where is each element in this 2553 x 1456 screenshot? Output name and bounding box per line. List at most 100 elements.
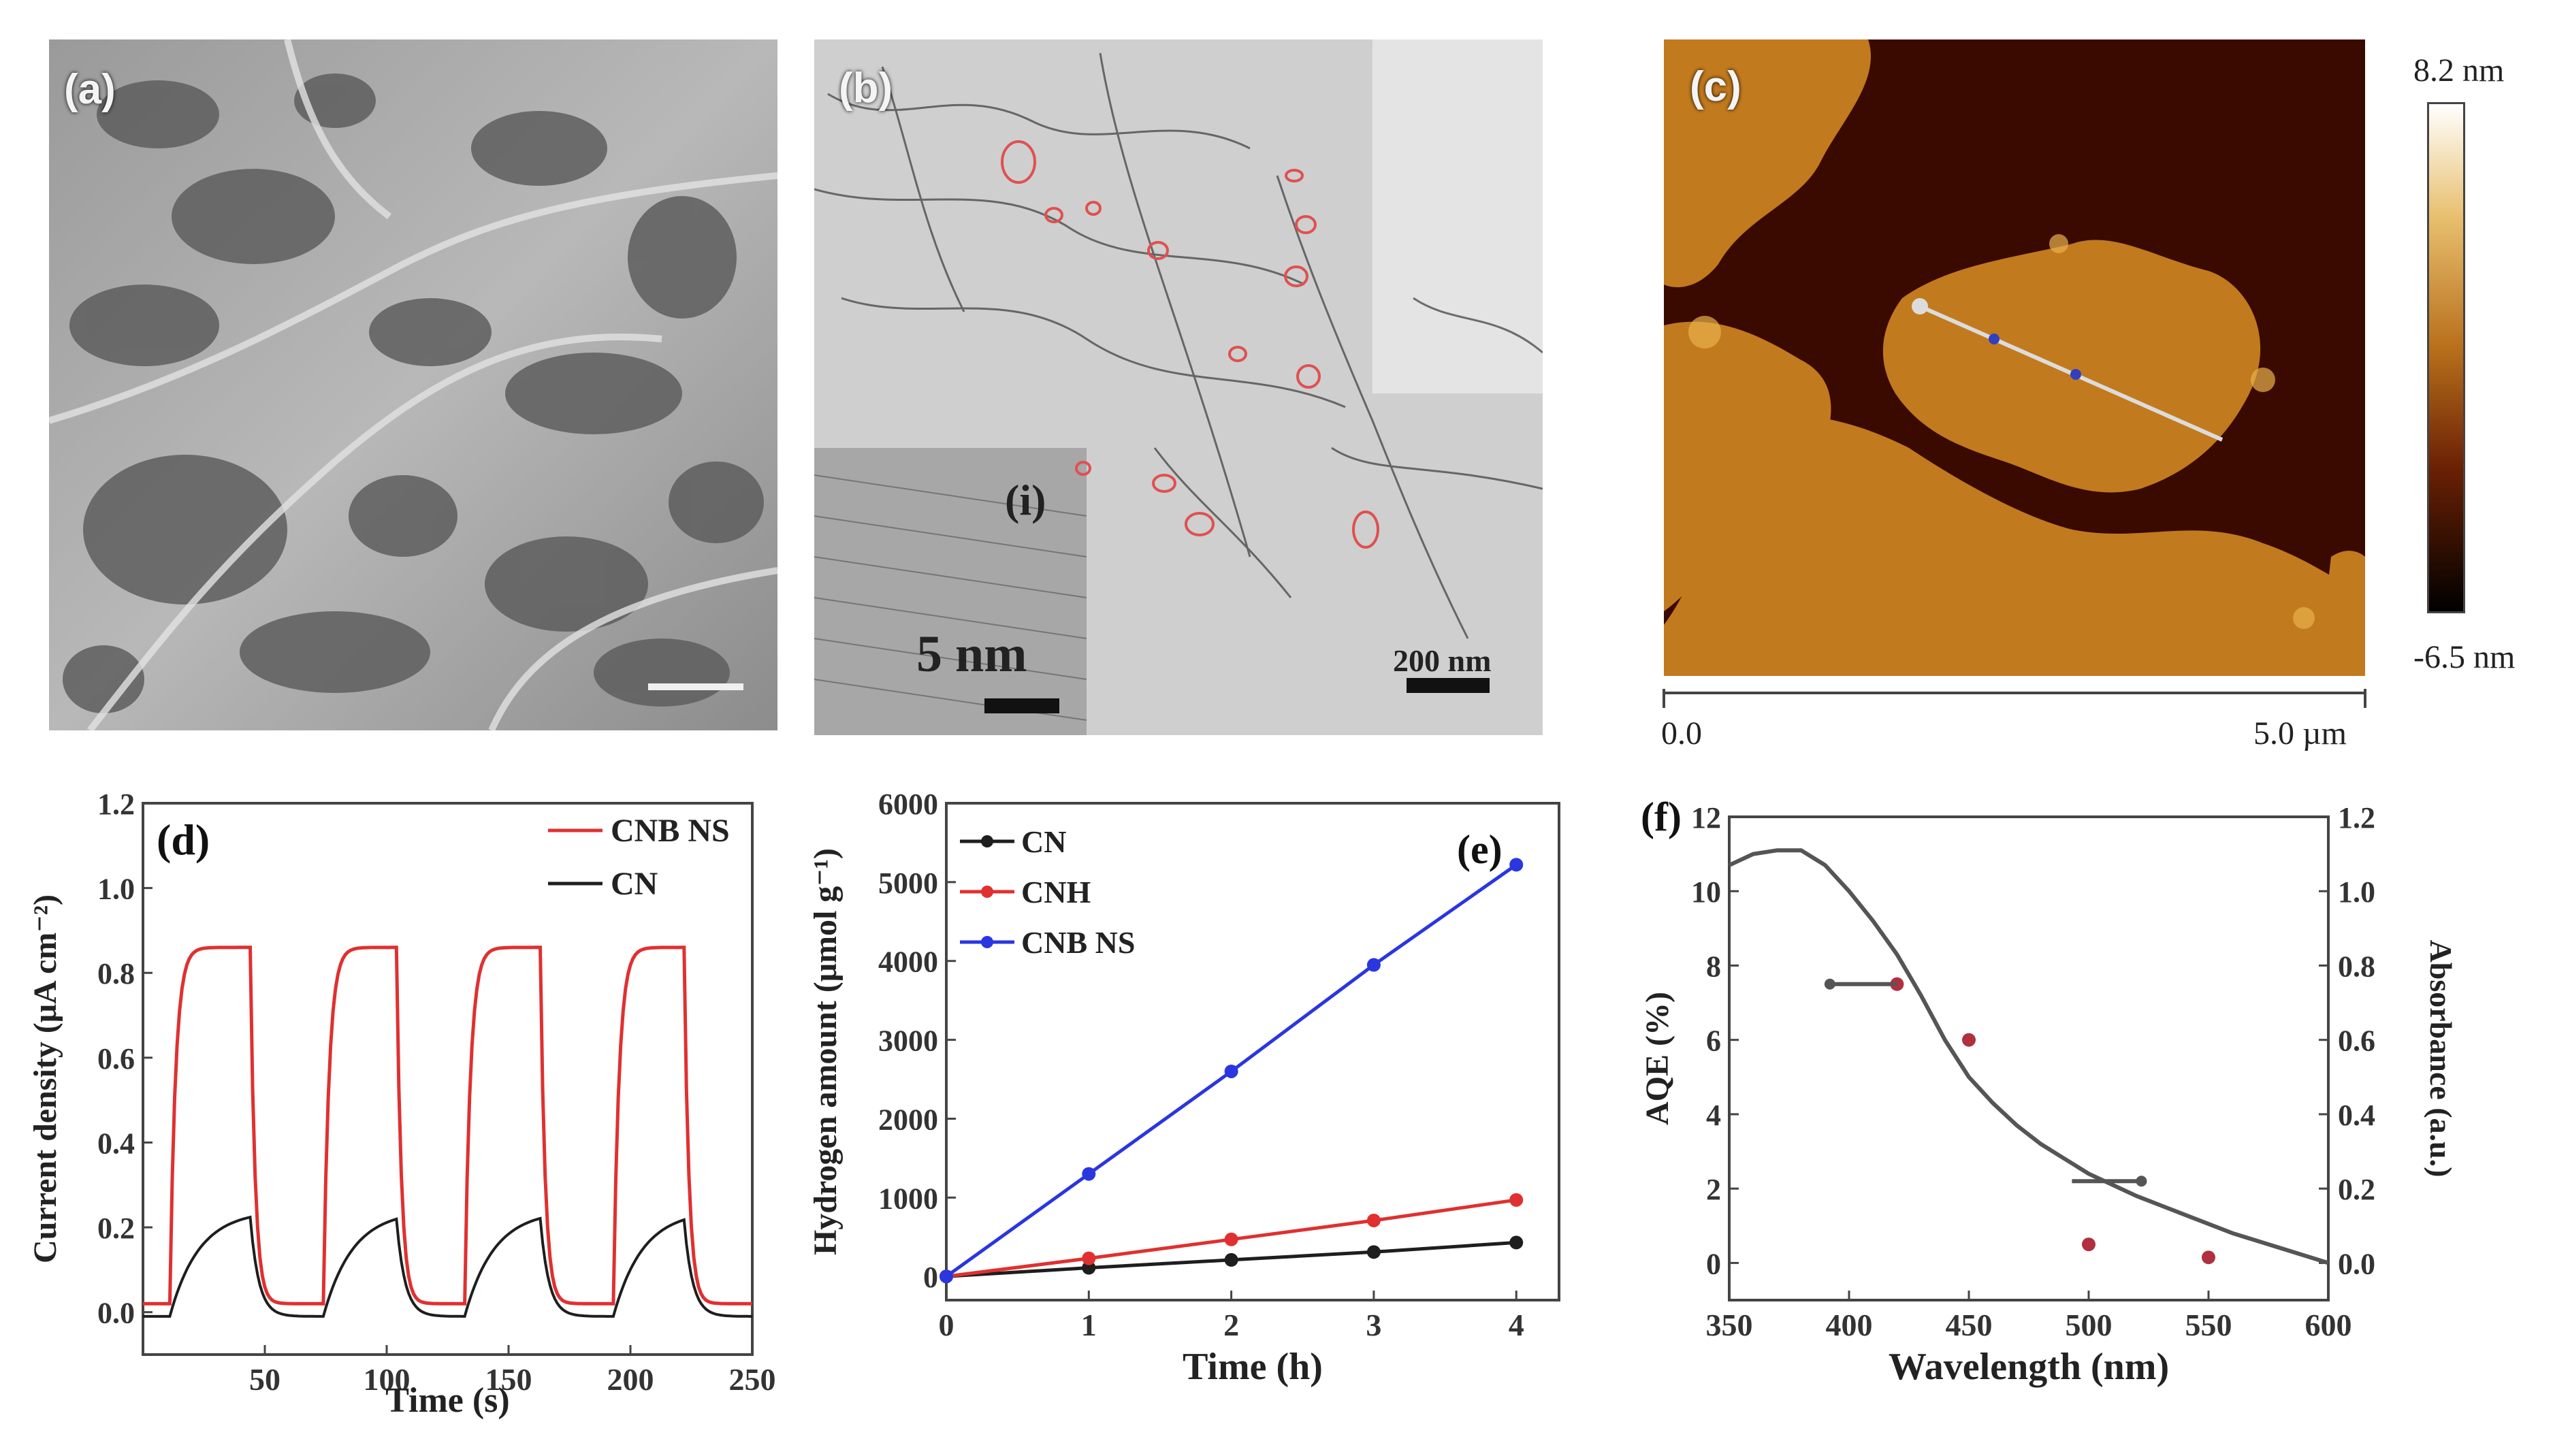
data-point — [1082, 1167, 1096, 1181]
y-tick-label: 1000 — [878, 1182, 938, 1215]
right-axis-arrow-head — [2136, 1176, 2147, 1187]
y-right-tick-label: 0.4 — [2338, 1099, 2375, 1132]
y-tick-label: 6000 — [878, 788, 938, 821]
data-point — [1509, 1193, 1524, 1207]
x-tick-label: 500 — [2066, 1308, 2113, 1342]
x-axis-label: Time (h) — [1183, 1346, 1323, 1388]
hydrogen-evolution-chart: 0 1 2 3 4 0 1000 2000 3000 4000 5000 6000 Time (h) Hy… — [807, 788, 1560, 1388]
x-tick-label: 150 — [485, 1362, 532, 1397]
y-axis-label: Current density (μA cm⁻²) — [27, 894, 63, 1263]
data-point — [1224, 1232, 1238, 1246]
y-tick-label: 1.0 — [97, 873, 135, 906]
legend-label: CNB NS — [611, 813, 730, 849]
afm-image-panel: (c) — [1664, 39, 2365, 676]
y-tick-label: 0.4 — [97, 1127, 135, 1160]
legend-label: CNH — [1021, 875, 1091, 909]
sem-texture — [49, 39, 777, 730]
panel-label-e: (e) — [1457, 827, 1503, 872]
inset-label-i: (i) — [1005, 476, 1046, 524]
aqe-absorbance-chart: 350 400 450 500 550 600 0 2 4 6 8 10 12 Wavelength (n… — [1639, 794, 2458, 1388]
x-tick-label: 200 — [607, 1362, 654, 1397]
colorbar-min-label: -6.5 nm — [2413, 639, 2516, 675]
data-point — [1224, 1064, 1238, 1078]
plot-frame — [1728, 815, 2330, 1301]
y-tick-label: 8 — [1706, 950, 1721, 983]
x-axis-label: Wavelength (nm) — [1889, 1346, 2169, 1388]
afm-axis-end: 5.0 µm — [2253, 715, 2347, 751]
x-tick-label: 1 — [1081, 1308, 1097, 1342]
y-tick-label: 6 — [1706, 1024, 1721, 1058]
data-point — [940, 1269, 953, 1284]
tem-scale-bar — [1407, 678, 1490, 693]
x-tick-label: 2 — [1223, 1308, 1239, 1342]
y-tick-label: 0.8 — [97, 957, 135, 990]
y-axis-label: Hydrogen amount (μmol g⁻¹) — [807, 848, 844, 1255]
plot-frame — [945, 802, 1560, 1301]
series-line-cnb-ns — [143, 945, 752, 1306]
y-tick-label: 1.2 — [97, 788, 135, 821]
y-right-tick-label: 0.8 — [2338, 950, 2375, 983]
series-line-cn — [143, 1215, 752, 1318]
data-point — [1082, 1251, 1096, 1265]
data-point — [1224, 1252, 1238, 1267]
data-point — [1366, 958, 1381, 972]
data-point — [1509, 1235, 1524, 1250]
y-tick-label: 2000 — [878, 1103, 938, 1136]
data-point — [1366, 1245, 1381, 1259]
y-right-axis-label: Absorbance (a.u.) — [2424, 940, 2458, 1178]
aqe-point — [2082, 1237, 2096, 1252]
y-tick-label: 12 — [1691, 801, 1721, 835]
inset-scale-label: 5 nm — [916, 626, 1027, 683]
y-right-tick-label: 0.2 — [2338, 1173, 2375, 1206]
y-tick-label: 2 — [1706, 1173, 1721, 1206]
panel-label-c: (c) — [1690, 63, 1741, 110]
legend-marker — [981, 886, 993, 898]
legend-label: CNB NS — [1021, 925, 1135, 960]
x-tick-label: 550 — [2185, 1308, 2232, 1342]
colorbar-max-label: 8.2 nm — [2413, 52, 2505, 88]
inset-scale-bar — [984, 698, 1059, 713]
x-tick-label: 450 — [1946, 1308, 1993, 1342]
x-tick-label: 100 — [364, 1362, 411, 1397]
y-tick-label: 3000 — [878, 1024, 938, 1058]
y-right-tick-label: 0.0 — [2338, 1247, 2375, 1280]
aqe-point — [1962, 1033, 1976, 1047]
legend-marker — [981, 936, 993, 948]
data-point — [1082, 1261, 1096, 1275]
x-tick-label: 400 — [1826, 1308, 1873, 1342]
left-axis-arrow-head — [1824, 978, 1835, 990]
afm-axis-start: 0.0 — [1661, 715, 1702, 751]
data-point — [1509, 858, 1524, 872]
panel-label-a: (a) — [64, 66, 116, 113]
scale-bar-a — [648, 683, 743, 690]
photocurrent-chart: 50 100 150 200 250 0.0 0.2 0.4 0.6 0.8 1.0 1.2 Time … — [27, 788, 776, 1420]
tem-image-panel: (b) (i) 5 nm 200 nm — [814, 39, 1543, 735]
x-axis-label: Time (s) — [385, 1381, 509, 1420]
tem-texture — [814, 39, 1543, 735]
panel-label-f: (f) — [1641, 794, 1682, 839]
y-tick-label: 0 — [1706, 1247, 1721, 1280]
absorbance-curve — [1728, 848, 2329, 1265]
y-tick-label: 0 — [923, 1261, 938, 1294]
tem-scale-label: 200 nm — [1393, 643, 1492, 678]
panel-label-d: (d) — [157, 815, 210, 864]
x-tick-label: 0 — [939, 1308, 954, 1342]
data-point — [1366, 1213, 1381, 1227]
afm-texture — [1664, 39, 2365, 676]
x-tick-label: 4 — [1509, 1308, 1524, 1342]
y-tick-label: 0.6 — [97, 1042, 135, 1075]
afm-colorbar — [2427, 102, 2465, 613]
legend-label: CN — [1021, 824, 1066, 859]
aqe-point — [2202, 1250, 2215, 1265]
legend-label: CN — [611, 866, 658, 902]
y-right-tick-label: 1.2 — [2338, 801, 2375, 835]
y-tick-label: 4 — [1706, 1099, 1721, 1132]
panel-label-b: (b) — [839, 65, 893, 112]
legend-marker — [981, 835, 993, 847]
y-axis-label: AQE (%) — [1639, 992, 1675, 1125]
y-tick-label: 10 — [1691, 875, 1721, 909]
plot-frame — [142, 802, 754, 1356]
y-right-tick-label: 0.6 — [2338, 1024, 2375, 1058]
x-tick-label: 600 — [2305, 1308, 2352, 1342]
x-tick-label: 50 — [249, 1362, 280, 1397]
